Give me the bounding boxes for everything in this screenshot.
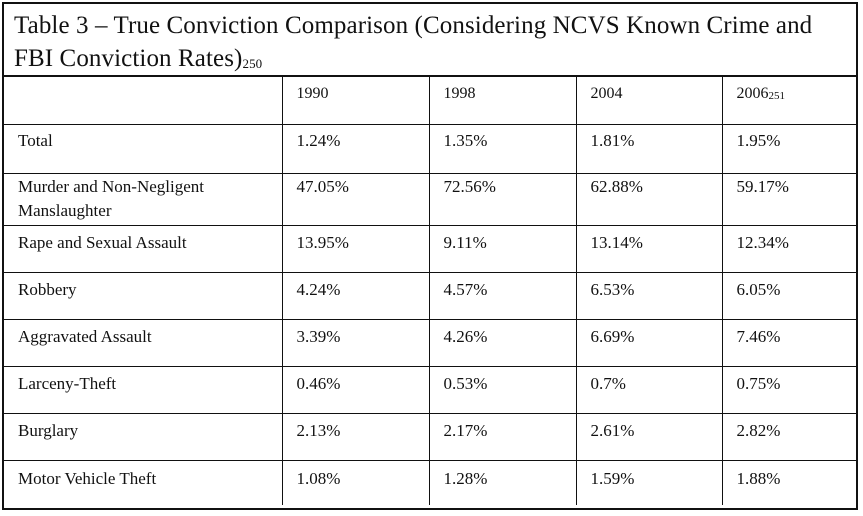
table-row: Rape and Sexual Assault 13.95% 9.11% 13.… xyxy=(4,225,856,273)
cell-value: 1.24% xyxy=(281,124,429,174)
row-label: Total xyxy=(4,124,282,174)
cell-value: 2.61% xyxy=(575,413,722,461)
cell-value: 1.81% xyxy=(575,124,722,174)
cell-value: 0.7% xyxy=(575,366,722,414)
cell-value: 2.17% xyxy=(428,413,576,461)
cell-value: 6.69% xyxy=(575,319,722,367)
table-caption: Table 3 – True Conviction Comparison (Co… xyxy=(4,4,856,77)
cell-value: 1.08% xyxy=(281,460,429,505)
table-row: Motor Vehicle Theft 1.08% 1.28% 1.59% 1.… xyxy=(4,460,856,505)
table-row: Total 1.24% 1.35% 1.81% 1.95% xyxy=(4,124,856,174)
cell-value: 47.05% xyxy=(281,173,429,226)
cell-value: 2.13% xyxy=(281,413,429,461)
table-frame: Table 3 – True Conviction Comparison (Co… xyxy=(2,2,858,510)
header-cell-2004: 2004 xyxy=(575,77,722,125)
header-cell-2006: 2006251 xyxy=(721,77,856,125)
cell-value: 0.46% xyxy=(281,366,429,414)
header-cell-label xyxy=(4,77,282,125)
cell-value: 2.82% xyxy=(721,413,856,461)
cell-value: 62.88% xyxy=(575,173,722,226)
caption-text: Table 3 – True Conviction Comparison (Co… xyxy=(14,12,813,72)
cell-value: 59.17% xyxy=(721,173,856,226)
cell-value: 6.05% xyxy=(721,272,856,320)
row-label: Larceny-Theft xyxy=(4,366,282,414)
cell-value: 7.46% xyxy=(721,319,856,367)
table-row: Murder and Non-Negligent Manslaughter 47… xyxy=(4,173,856,226)
row-label: Burglary xyxy=(4,413,282,461)
cell-value: 12.34% xyxy=(721,225,856,273)
row-label: Rape and Sexual Assault xyxy=(4,225,282,273)
cell-value: 4.24% xyxy=(281,272,429,320)
cell-value: 13.95% xyxy=(281,225,429,273)
cell-value: 1.88% xyxy=(721,460,856,505)
cell-value: 3.39% xyxy=(281,319,429,367)
cell-value: 1.95% xyxy=(721,124,856,174)
table-row: Larceny-Theft 0.46% 0.53% 0.7% 0.75% xyxy=(4,366,856,414)
cell-value: 0.75% xyxy=(721,366,856,414)
conviction-table: 1990 1998 2004 2006251 Total 1.24% 1.35%… xyxy=(4,77,856,505)
row-label: Murder and Non-Negligent Manslaughter xyxy=(4,173,282,226)
cell-value: 4.26% xyxy=(428,319,576,367)
cell-value: 6.53% xyxy=(575,272,722,320)
cell-value: 1.28% xyxy=(428,460,576,505)
cell-value: 0.53% xyxy=(428,366,576,414)
cell-value: 9.11% xyxy=(428,225,576,273)
table-row: Aggravated Assault 3.39% 4.26% 6.69% 7.4… xyxy=(4,319,856,367)
caption-footnote: 250 xyxy=(242,56,263,71)
row-label: Aggravated Assault xyxy=(4,319,282,367)
cell-value: 4.57% xyxy=(428,272,576,320)
header-footnote: 251 xyxy=(768,90,786,102)
table-row: Robbery 4.24% 4.57% 6.53% 6.05% xyxy=(4,272,856,320)
table-row: Burglary 2.13% 2.17% 2.61% 2.82% xyxy=(4,413,856,461)
cell-value: 1.59% xyxy=(575,460,722,505)
header-cell-1990: 1990 xyxy=(281,77,429,125)
header-cell-1998: 1998 xyxy=(428,77,576,125)
cell-value: 72.56% xyxy=(428,173,576,226)
row-label: Motor Vehicle Theft xyxy=(18,468,157,488)
cell-value: 13.14% xyxy=(575,225,722,273)
row-label: Robbery xyxy=(4,272,282,320)
cell-value: 1.35% xyxy=(428,124,576,174)
table-header-row: 1990 1998 2004 2006251 xyxy=(4,77,856,125)
